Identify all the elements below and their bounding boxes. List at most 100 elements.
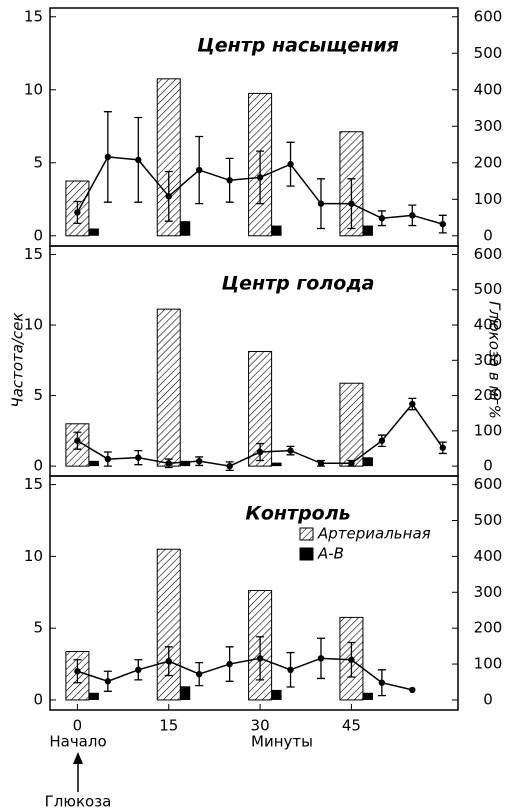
y2-tick-label: 600 [474, 475, 503, 493]
av-bar [362, 225, 373, 236]
av-bar [88, 228, 99, 236]
y2-tick-label: 200 [474, 619, 503, 637]
rate-point [256, 448, 264, 456]
rate-point [378, 215, 386, 222]
y2-tick-label: 100 [474, 421, 503, 439]
arterial-bar [156, 78, 181, 237]
arterial-bar [248, 350, 273, 467]
rate-point [256, 655, 264, 662]
y-tick-label: 5 [33, 153, 43, 171]
rate-line [77, 657, 413, 691]
av-bar [271, 689, 282, 700]
annotation: Начало [49, 733, 106, 751]
y2-tick-label: 600 [474, 7, 503, 25]
rate-point [287, 447, 294, 454]
rate-point [195, 457, 203, 465]
y2-tick-label: 300 [474, 583, 503, 601]
y-tick-label: 10 [24, 80, 43, 98]
rate-point [135, 666, 142, 674]
y-tick-label: 10 [24, 547, 43, 565]
x-tick-label: 45 [342, 717, 361, 735]
y2-tick-label: 300 [474, 117, 503, 135]
rate-point [165, 657, 172, 665]
rate-point [165, 460, 172, 467]
y-axis-label: Частота/сек [9, 312, 27, 407]
x-tick-label: 0 [73, 717, 83, 735]
rate-point [287, 161, 294, 168]
rate-point [74, 437, 81, 444]
y-tick-label: 10 [24, 316, 43, 334]
rate-point [104, 678, 112, 685]
panel-title: Центр насыщения [197, 35, 399, 57]
rate-point [195, 670, 203, 678]
y2-tick-label: 0 [483, 457, 493, 475]
rate-point [195, 166, 203, 174]
y2-tick-label: 100 [474, 655, 503, 673]
y2-tick-label: 400 [474, 547, 503, 565]
legend-label: Артериальная [317, 525, 431, 543]
panel-title: Центр голода [222, 273, 375, 295]
legend-swatch [299, 547, 314, 561]
y2-tick-label: 100 [474, 190, 503, 208]
av-bar [271, 462, 282, 467]
rate-point [378, 679, 386, 686]
arterial-bar [156, 308, 181, 467]
av-bar [180, 460, 191, 467]
rate-point [409, 212, 416, 219]
y-tick-label: 0 [33, 457, 43, 475]
y-tick-label: 5 [33, 386, 43, 404]
rate-point [348, 200, 355, 207]
annotation: Глюкоза [45, 793, 112, 810]
rate-point [348, 656, 355, 663]
rate-point [317, 460, 325, 467]
rate-point [74, 209, 81, 216]
rate-point [135, 454, 142, 461]
y2-tick-label: 200 [474, 153, 503, 171]
y-tick-label: 0 [33, 226, 43, 244]
y2-tick-label: 400 [474, 316, 503, 334]
rate-point [256, 174, 264, 181]
rate-point [378, 437, 386, 444]
y2-tick-label: 0 [483, 226, 493, 244]
rate-point [104, 153, 112, 161]
panel-title: Контроль [245, 503, 350, 525]
av-bar [88, 692, 99, 700]
y2-axis-label: Глюкоза в мг% [486, 301, 504, 419]
av-bar [180, 221, 191, 236]
y2-tick-label: 200 [474, 386, 503, 404]
av-bar [362, 692, 373, 700]
legend-swatch [299, 527, 314, 541]
plot-frame [49, 475, 459, 711]
rate-point [317, 200, 325, 207]
y-tick-label: 15 [24, 7, 43, 25]
rate-point [104, 455, 112, 463]
y2-tick-label: 500 [474, 44, 503, 62]
x-tick-label: 30 [251, 717, 270, 735]
y2-tick-label: 300 [474, 351, 503, 369]
y-tick-label: 15 [24, 245, 43, 263]
av-bar [180, 686, 191, 700]
rate-point [409, 400, 416, 408]
x-axis-label: Минуты [251, 733, 313, 751]
y2-tick-label: 600 [474, 245, 503, 263]
y2-tick-label: 500 [474, 280, 503, 298]
rate-point [226, 177, 233, 184]
arterial-bar [339, 382, 364, 467]
av-bar [271, 225, 282, 236]
rate-point [439, 444, 446, 451]
rate-point [409, 686, 416, 694]
legend-label: А-В [317, 545, 344, 563]
arrow-head [73, 752, 83, 764]
av-bar [362, 457, 373, 467]
rate-point [74, 668, 81, 675]
av-bar [88, 460, 99, 467]
rate-point [135, 156, 142, 164]
rate-point [226, 660, 233, 668]
x-tick-label: 15 [159, 717, 178, 735]
rate-point [165, 193, 172, 200]
y-tick-label: 0 [33, 690, 43, 708]
rate-point [439, 220, 446, 228]
y2-tick-label: 400 [474, 80, 503, 98]
y-tick-label: 15 [24, 475, 43, 493]
